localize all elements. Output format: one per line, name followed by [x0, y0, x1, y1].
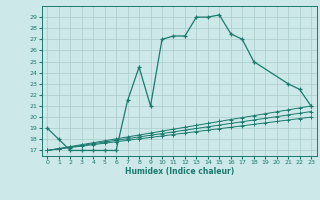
X-axis label: Humidex (Indice chaleur): Humidex (Indice chaleur) [124, 167, 234, 176]
